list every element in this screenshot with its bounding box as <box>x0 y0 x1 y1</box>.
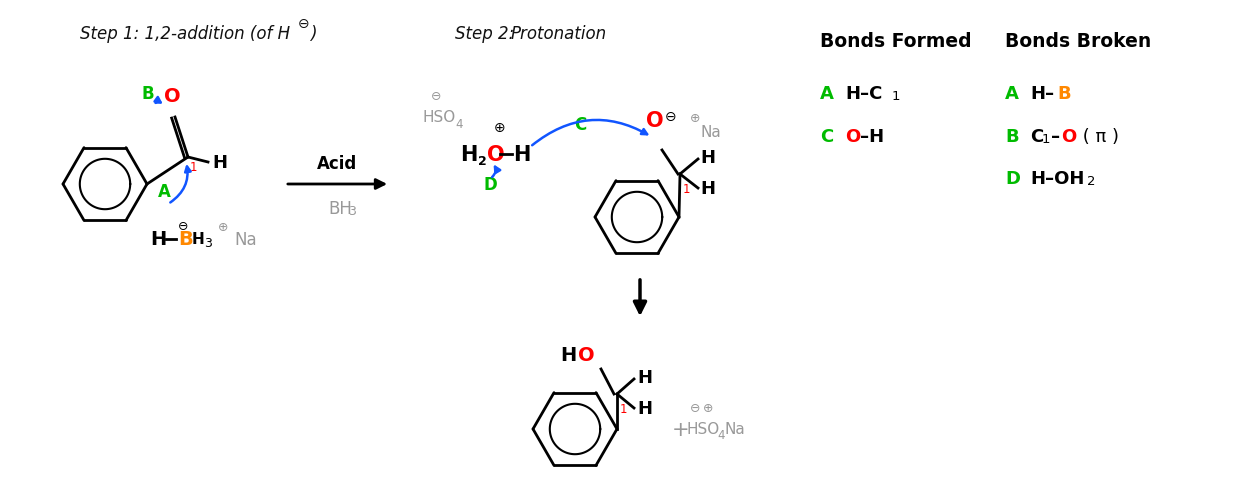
Text: Protonation: Protonation <box>510 25 607 43</box>
Text: A: A <box>820 85 834 103</box>
Text: Step 2:: Step 2: <box>456 25 519 43</box>
Text: +: + <box>671 419 690 439</box>
Text: H: H <box>192 232 205 247</box>
Text: 2: 2 <box>1087 175 1096 188</box>
Text: H: H <box>636 368 651 386</box>
Text: H: H <box>212 154 227 172</box>
Text: ⊖: ⊖ <box>298 17 310 31</box>
Text: 1: 1 <box>190 161 197 174</box>
Text: Na: Na <box>724 422 745 437</box>
Text: H: H <box>513 145 530 165</box>
Text: H–: H– <box>1030 85 1055 103</box>
Text: HSO: HSO <box>422 110 456 125</box>
Text: 3: 3 <box>203 237 212 250</box>
Text: Acid: Acid <box>317 155 357 173</box>
Text: C: C <box>574 116 587 134</box>
Text: O: O <box>487 145 504 165</box>
Text: H: H <box>459 145 477 165</box>
Text: B: B <box>1005 128 1018 146</box>
Text: H–OH: H–OH <box>1030 170 1085 188</box>
Text: H: H <box>150 230 166 249</box>
Text: D: D <box>483 176 497 193</box>
Text: H: H <box>700 180 715 197</box>
Text: O: O <box>845 128 860 146</box>
Text: ⊖: ⊖ <box>665 110 676 124</box>
Text: H: H <box>636 399 651 417</box>
Text: A: A <box>1005 85 1018 103</box>
Text: 1: 1 <box>620 402 628 415</box>
Text: O: O <box>1061 128 1076 146</box>
Text: H: H <box>560 346 577 365</box>
Text: ⊖: ⊖ <box>690 401 700 414</box>
Text: ⊕: ⊕ <box>690 112 700 125</box>
Text: Bonds Broken: Bonds Broken <box>1005 32 1151 51</box>
Text: ⊖: ⊖ <box>431 90 442 103</box>
Text: B: B <box>1057 85 1071 103</box>
Text: H: H <box>700 149 715 167</box>
Text: 4: 4 <box>456 117 463 130</box>
Text: Step 1: 1,2-addition (of H: Step 1: 1,2-addition (of H <box>80 25 290 43</box>
Text: 3: 3 <box>348 204 356 217</box>
Text: B: B <box>142 85 155 103</box>
Text: 2: 2 <box>478 155 487 168</box>
Text: HSO: HSO <box>686 422 719 437</box>
Text: 1: 1 <box>683 183 690 195</box>
Text: O: O <box>646 111 664 131</box>
Text: B: B <box>178 230 192 249</box>
Text: Bonds Formed: Bonds Formed <box>820 32 972 51</box>
Text: BH: BH <box>328 199 352 217</box>
Text: ⊖: ⊖ <box>177 220 188 233</box>
Text: –: – <box>1051 128 1060 146</box>
Text: A: A <box>157 183 171 200</box>
Text: O: O <box>163 87 180 106</box>
Text: Na: Na <box>700 125 721 140</box>
Text: –H: –H <box>860 128 884 146</box>
Text: ⊕: ⊕ <box>494 121 505 135</box>
Text: H–C: H–C <box>845 85 882 103</box>
Text: C: C <box>1030 128 1043 146</box>
Text: D: D <box>1005 170 1020 188</box>
Text: 1: 1 <box>892 90 901 103</box>
Text: Na: Na <box>235 230 257 248</box>
Text: C: C <box>820 128 834 146</box>
Text: 1: 1 <box>1042 133 1051 146</box>
Text: ⊕: ⊕ <box>703 401 714 414</box>
Text: 4: 4 <box>718 429 725 441</box>
Text: ): ) <box>310 25 317 43</box>
Text: O: O <box>578 346 594 365</box>
Text: ⊕: ⊕ <box>217 221 228 234</box>
Text: ( π ): ( π ) <box>1077 128 1119 146</box>
